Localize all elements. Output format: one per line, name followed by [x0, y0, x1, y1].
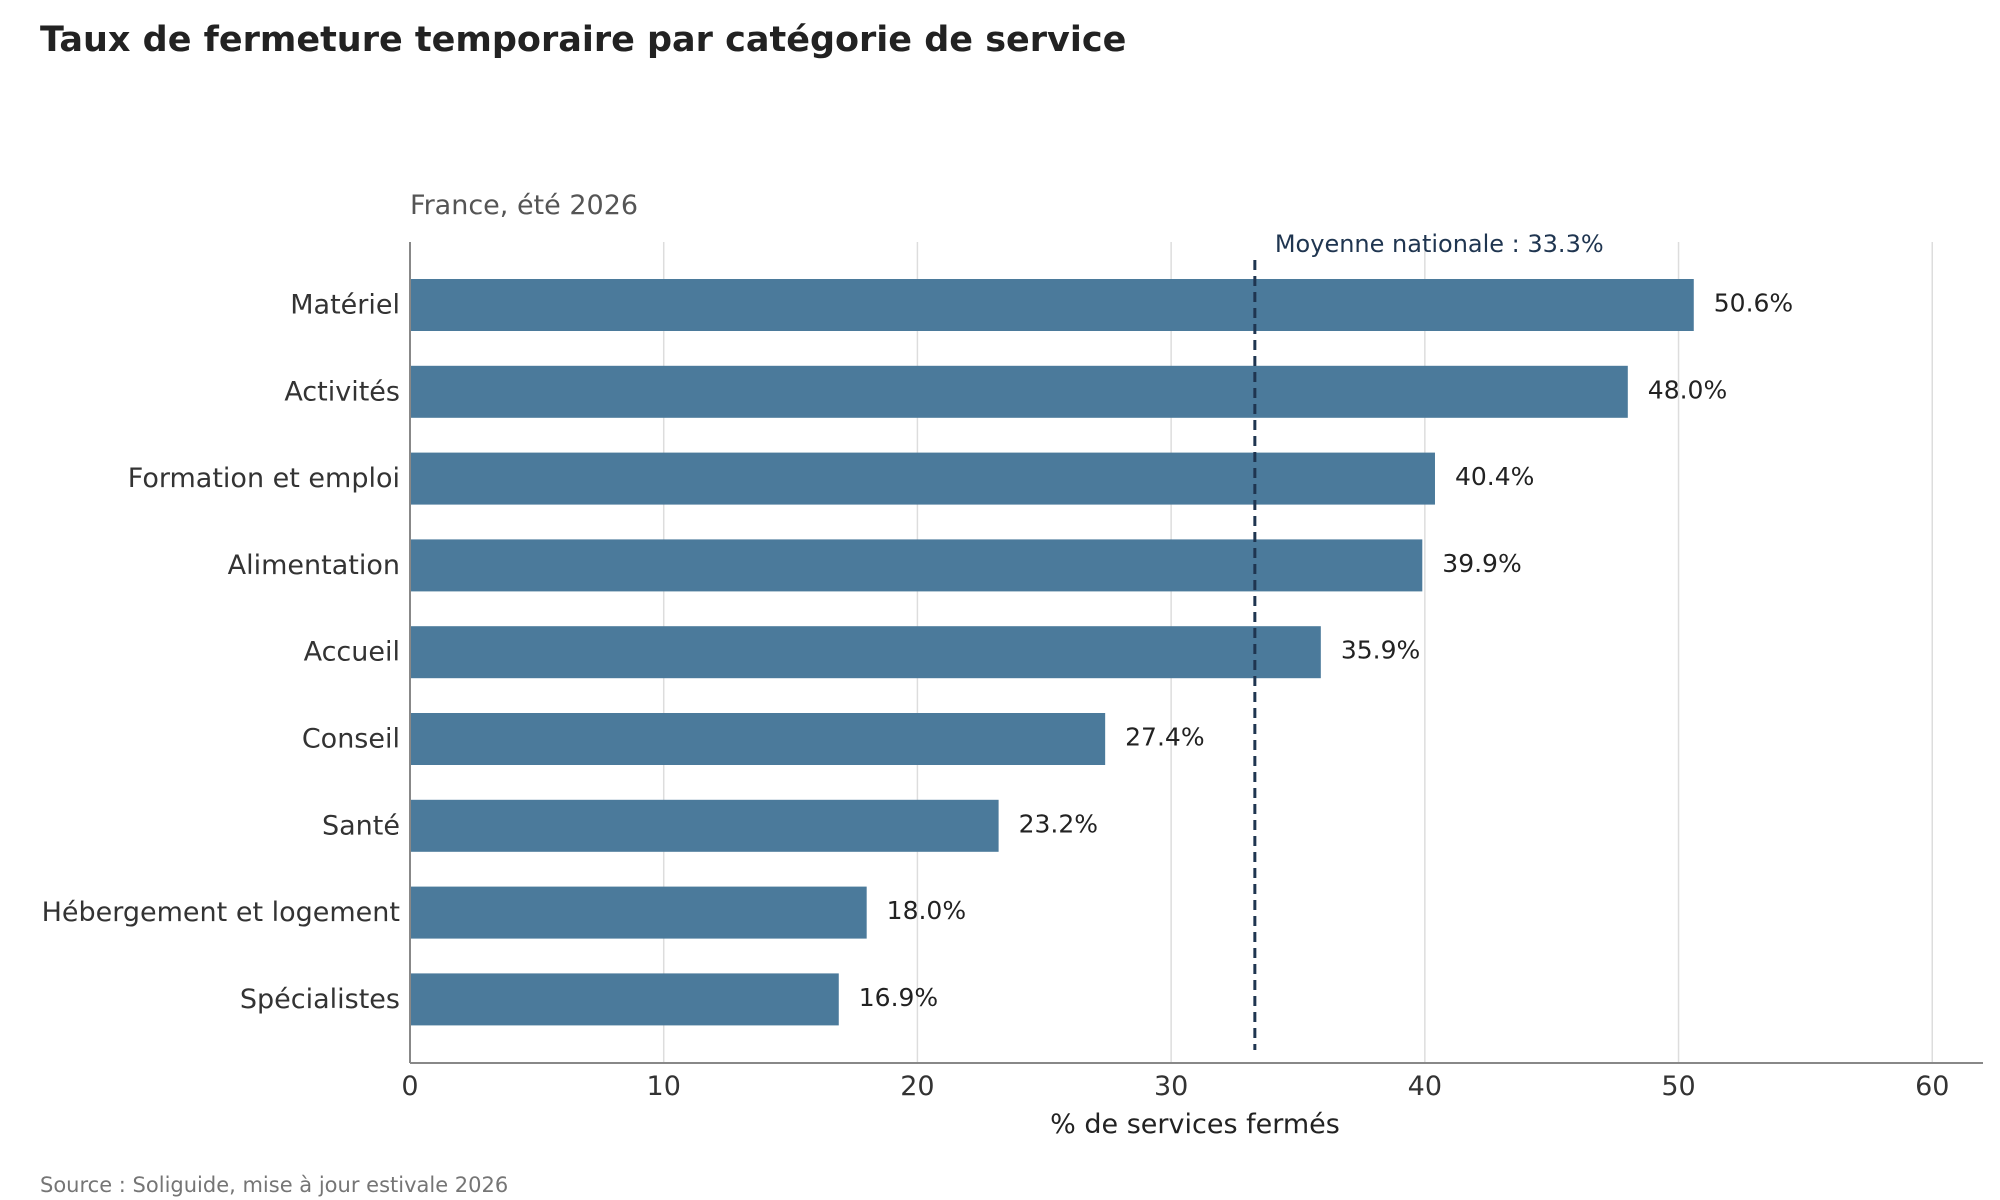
bar — [410, 626, 1321, 679]
category-label: Conseil — [302, 724, 400, 755]
x-tick-label: 0 — [401, 1071, 418, 1102]
reference-line-group: Moyenne nationale : 33.3% — [1253, 230, 1604, 1050]
x-tick-label: 40 — [1408, 1071, 1442, 1102]
bar — [410, 452, 1435, 505]
x-tick-label: 10 — [647, 1071, 681, 1102]
bars — [410, 279, 1694, 1026]
category-label: Matériel — [290, 290, 400, 321]
value-label: 16.9% — [859, 983, 938, 1012]
category-label: Santé — [322, 810, 400, 841]
bar — [410, 539, 1423, 592]
bar — [410, 365, 1628, 418]
bar — [410, 279, 1694, 331]
bar — [410, 799, 999, 852]
category-label: Formation et emploi — [128, 463, 400, 494]
chart-title: Taux de fermeture temporaire par catégor… — [40, 20, 1127, 60]
value-label: 40.4% — [1455, 462, 1534, 491]
value-label: 35.9% — [1341, 636, 1420, 665]
category-label: Alimentation — [228, 550, 400, 581]
source-note: Source : Soliguide, mise à jour estivale… — [40, 1173, 509, 1197]
x-axis-label: % de services fermés — [1050, 1109, 1340, 1140]
value-label: 50.6% — [1714, 289, 1793, 318]
category-label: Spécialistes — [240, 984, 400, 1015]
value-label: 23.2% — [1019, 809, 1098, 838]
bar — [410, 973, 839, 1026]
labels: Matériel 50.6% Activités 48.0% Formation et … — [42, 289, 1794, 1015]
value-label: 39.9% — [1442, 549, 1521, 578]
chart-subtitle: France, été 2026 — [410, 190, 638, 221]
bar — [410, 713, 1106, 765]
x-tick-label: 50 — [1661, 1071, 1695, 1102]
value-label: 18.0% — [887, 896, 966, 925]
value-label: 27.4% — [1125, 723, 1204, 752]
x-tick-label: 20 — [900, 1071, 934, 1102]
x-tick-label: 60 — [1915, 1071, 1949, 1102]
reference-line-label: Moyenne nationale : 33.3% — [1275, 230, 1604, 258]
value-label: 48.0% — [1648, 375, 1727, 404]
category-label: Accueil — [304, 637, 400, 668]
category-label: Activités — [284, 376, 400, 407]
x-tick-label: 30 — [1154, 1071, 1188, 1102]
bar — [410, 886, 867, 939]
category-label: Hébergement et logement — [42, 897, 400, 928]
axes: 0 10 20 30 40 50 60 — [401, 242, 1983, 1102]
